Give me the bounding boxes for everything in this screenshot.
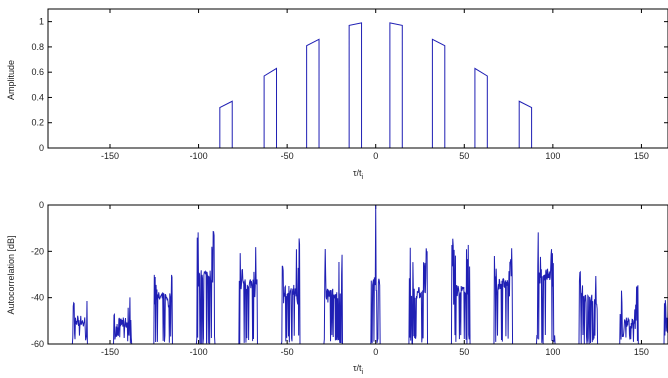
autocorrelation-ytick-label: 0 (39, 200, 44, 210)
amplitude-xlabel: τ/ti (353, 168, 364, 181)
amplitude-xtick-label: 100 (545, 151, 560, 161)
autocorrelation-plot: Autocorrelation [dB] τ/ti -150 -100 -50 0 50… (6, 200, 668, 376)
autocorrelation-xtick-label: -150 (101, 347, 119, 357)
autocorrelation-xtick-label: 0 (373, 347, 378, 357)
autocorrelation-xtick-label: -50 (281, 347, 294, 357)
amplitude-xtick-label: 150 (634, 151, 649, 161)
autocorrelation-xtick-label: -100 (190, 347, 208, 357)
amplitude-plot: Amplitude τ/ti -150 -100 -50 0 50 100 150 0 0.2 0… (6, 8, 668, 181)
autocorrelation-xtick-label: 100 (545, 347, 560, 357)
amplitude-xtick-label: -150 (101, 151, 119, 161)
amplitude-xtick-label: 0 (373, 151, 378, 161)
autocorrelation-ylabel: Autocorrelation [dB] (6, 235, 16, 314)
autocorrelation-ytick-label: -40 (31, 293, 44, 303)
amplitude-ytick-label: 0.2 (31, 118, 44, 128)
autocorrelation-frame (47, 204, 668, 345)
amplitude-frame (47, 8, 668, 149)
autocorrelation-xtick-label: 50 (459, 347, 469, 357)
autocorrelation-ticks: -150 -100 -50 0 50 100 150 0 -20 -40 -60 (31, 200, 668, 357)
amplitude-ylabel: Amplitude (6, 60, 16, 100)
autocorrelation-xlabel-subscript: i (362, 369, 364, 376)
autocorrelation-ytick-label: -60 (31, 339, 44, 349)
autocorrelation-xlabel: τ/ti (353, 363, 364, 376)
amplitude-xlabel-main: τ/t (353, 168, 362, 178)
amplitude-xlabel-subscript: i (362, 174, 364, 181)
amplitude-xtick-label: -100 (190, 151, 208, 161)
amplitude-ytick-label: 1 (39, 17, 44, 27)
amplitude-ytick-label: 0.6 (31, 67, 44, 77)
amplitude-xtick-label: 50 (459, 151, 469, 161)
amplitude-ytick-label: 0.8 (31, 42, 44, 52)
amplitude-ytick-label: 0.4 (31, 92, 44, 102)
autocorrelation-xtick-label: 150 (634, 347, 649, 357)
autocorrelation-xlabel-main: τ/t (353, 363, 362, 373)
amplitude-ytick-label: 0 (39, 143, 44, 153)
autocorrelation-ytick-label: -20 (31, 246, 44, 256)
amplitude-ticks: -150 -100 -50 0 50 100 150 0 0.2 0.4 0.6 0.8 1 (31, 9, 668, 161)
amplitude-xtick-label: -50 (281, 151, 294, 161)
